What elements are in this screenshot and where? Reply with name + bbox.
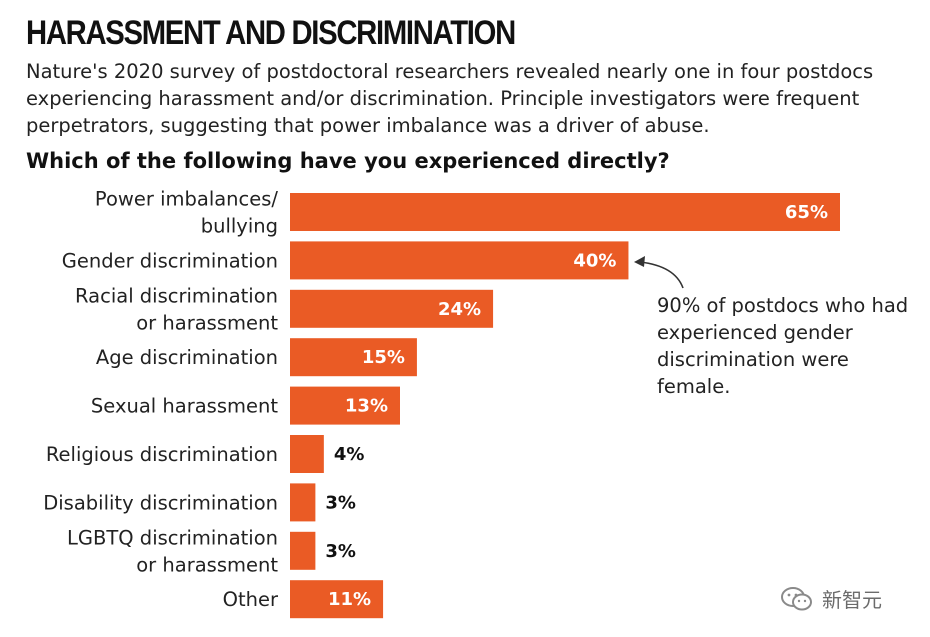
chart-question: Which of the following have you experien… [26,149,670,173]
bar [290,580,384,619]
category-label: Sexual harassment [91,395,278,418]
bar [290,338,417,377]
watermark: 新智元 [780,584,882,613]
bar-value-label: 13% [345,396,388,417]
category-label: LGBTQ discrimination or harassment [67,526,278,576]
category-label: Gender discrimination [62,249,278,272]
chart-subtitle: Nature's 2020 survey of postdoctoral res… [26,60,874,137]
category-label: Racial discrimination or harassment [75,284,278,334]
bar [290,193,840,231]
annotation-text: 90% of postdocs who had experienced gend… [657,294,909,398]
bar [290,241,629,280]
bar [290,483,316,522]
bar-value-label: 40% [573,250,616,271]
bar [290,435,324,473]
watermark-text: 新智元 [822,588,882,612]
annotation-arrow [639,261,684,289]
bar-value-label: 11% [328,589,371,610]
category-label: Age discrimination [96,346,278,369]
category-label: Power imbalances/bullying [95,188,278,238]
bar [290,289,494,328]
bar-value-label: 24% [438,299,481,320]
annotation-arrowhead [634,256,645,267]
category-label: Other [223,588,279,611]
category-label: Disability discrimination [43,491,278,514]
bar-value-label: 4% [334,444,365,465]
wechat-icon [781,586,812,610]
chart-title: HARASSMENT AND DISCRIMINATION [26,14,516,52]
bar-value-label: 65% [785,202,828,223]
category-label: Religious discrimination [46,443,278,466]
bar-value-label: 3% [325,541,356,562]
bar [290,386,400,425]
bar-value-label: 15% [362,347,405,368]
bar [290,531,316,570]
bar-value-label: 3% [325,492,356,513]
